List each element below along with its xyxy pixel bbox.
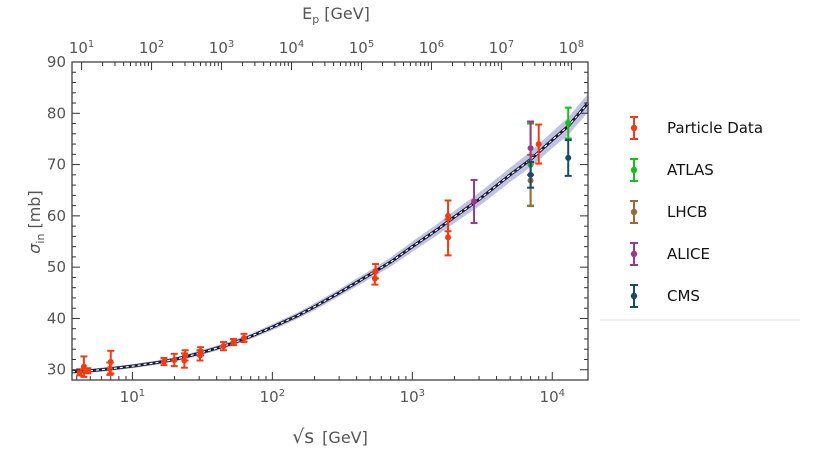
data-point-particle-data-10 bbox=[197, 346, 205, 357]
marker bbox=[471, 198, 478, 205]
top-tick-label: 103 bbox=[209, 39, 234, 57]
x-tick-label: 101 bbox=[120, 388, 145, 406]
top-tick-label: 107 bbox=[489, 39, 514, 57]
legend-marker bbox=[630, 208, 638, 216]
data-point-particle-data-5 bbox=[160, 356, 168, 367]
data-point-particle-data-18 bbox=[535, 123, 543, 165]
y-tick-label: 90 bbox=[47, 53, 66, 71]
data-point-particle-data-12 bbox=[230, 337, 238, 347]
legend-label: ALICE bbox=[667, 245, 710, 263]
fit-uncertainty-band bbox=[72, 93, 588, 374]
marker bbox=[241, 334, 248, 341]
marker bbox=[197, 348, 204, 355]
legend-item-particle-data: Particle Data bbox=[630, 116, 763, 140]
y-tick-label: 80 bbox=[47, 104, 66, 122]
marker bbox=[107, 359, 114, 366]
data-point-particle-data-15 bbox=[372, 263, 380, 280]
data-point-particle-data-6 bbox=[170, 352, 178, 368]
data-point-particle-data-13 bbox=[240, 332, 248, 344]
fit-band-layer bbox=[72, 93, 588, 374]
marker bbox=[565, 154, 572, 161]
y-tick-label: 40 bbox=[47, 309, 66, 327]
marker bbox=[160, 358, 167, 365]
data-point-cms-1 bbox=[564, 138, 572, 177]
series-cms bbox=[527, 138, 572, 189]
marker bbox=[220, 343, 227, 350]
data-point-cms-0 bbox=[527, 161, 535, 189]
fit-curve-layer bbox=[71, 102, 590, 374]
data-point-atlas-1 bbox=[564, 106, 572, 140]
legend-marker bbox=[630, 166, 638, 174]
top-tick-label: 108 bbox=[559, 39, 584, 57]
top-axis-title-sub: p bbox=[312, 13, 319, 26]
series-particle-data bbox=[76, 123, 543, 378]
data-points-layer bbox=[76, 106, 572, 378]
top-tick-label: 105 bbox=[349, 39, 374, 57]
ticks-layer: 101 102 103 104 101 102 103 104 105 106 107 108 30 40… bbox=[47, 39, 588, 406]
top-axis-title: Ep [GeV] bbox=[302, 4, 370, 26]
x-tick-label: 104 bbox=[540, 388, 565, 406]
legend-marker bbox=[630, 292, 638, 300]
y-tick-label: 60 bbox=[47, 207, 66, 225]
marker bbox=[535, 141, 542, 148]
legend-item-atlas: ATLAS bbox=[630, 158, 714, 182]
data-point-particle-data-0 bbox=[76, 368, 84, 377]
y-tick-label: 50 bbox=[47, 258, 66, 276]
legend-label: ATLAS bbox=[667, 161, 714, 179]
legend-item-cms: CMS bbox=[630, 284, 700, 308]
y-tick-label: 70 bbox=[47, 156, 66, 174]
fit-curve-dash bbox=[71, 102, 589, 373]
marker bbox=[76, 369, 83, 376]
marker bbox=[527, 145, 534, 152]
y-axis-title: σin[mb] bbox=[25, 190, 47, 253]
legend: Particle Data ATLAS LHCB ALICE CMS bbox=[630, 116, 763, 308]
marker bbox=[527, 171, 534, 178]
legend-item-alice: ALICE bbox=[630, 242, 710, 266]
fit-curve bbox=[71, 102, 590, 374]
data-point-particle-data-11 bbox=[219, 341, 227, 352]
marker bbox=[182, 352, 189, 359]
legend-item-lhcb: LHCB bbox=[630, 200, 707, 224]
top-tick-label: 101 bbox=[69, 39, 94, 57]
legend-label: Particle Data bbox=[667, 119, 763, 137]
data-point-particle-data-2 bbox=[84, 367, 92, 375]
top-tick-label: 102 bbox=[139, 39, 164, 57]
series-alice bbox=[470, 120, 535, 225]
marker bbox=[84, 367, 91, 374]
data-point-particle-data-8 bbox=[181, 349, 189, 362]
legend-marker bbox=[630, 250, 638, 258]
x-tick-label: 103 bbox=[400, 388, 425, 406]
x-tick-label: 102 bbox=[260, 388, 285, 406]
plot-frame bbox=[71, 61, 589, 381]
data-point-particle-data-17 bbox=[444, 199, 452, 233]
legend-marker bbox=[630, 124, 638, 132]
marker bbox=[565, 120, 572, 127]
marker bbox=[445, 234, 452, 241]
y-tick-label: 30 bbox=[47, 361, 66, 379]
top-tick-label: 104 bbox=[279, 39, 304, 57]
data-point-particle-data-4 bbox=[107, 349, 115, 375]
data-point-alice-0 bbox=[470, 178, 478, 225]
legend-label: CMS bbox=[667, 287, 700, 305]
marker bbox=[445, 212, 452, 219]
x-axis-title: √s [GeV] bbox=[292, 426, 368, 448]
legend-label: LHCB bbox=[667, 203, 707, 221]
marker bbox=[372, 268, 379, 275]
marker bbox=[230, 339, 237, 346]
marker bbox=[171, 356, 178, 363]
top-tick-label: 106 bbox=[419, 39, 444, 57]
